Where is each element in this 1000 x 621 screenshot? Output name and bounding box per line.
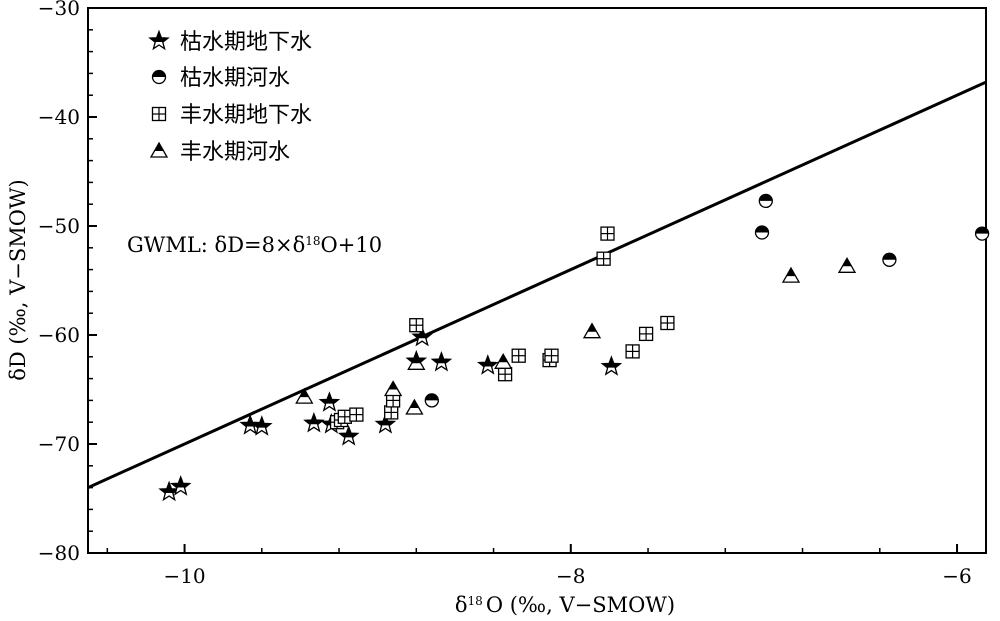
data-point-square-plus [544, 348, 559, 363]
legend-label-dry-river: 枯水期河水 [180, 66, 290, 91]
data-point-star [411, 325, 433, 347]
gwml-annotation: GWML: δD=8×δ18O+10 [127, 233, 382, 257]
data-point-half-triangle [295, 387, 314, 404]
data-point-square-plus [511, 348, 526, 363]
legend-item-wet-river: 丰水期河水 [149, 140, 290, 165]
data-point-star [250, 415, 273, 436]
data-point-star [430, 350, 453, 372]
legend-item-wet-groundwater: 丰水期地下水 [151, 103, 312, 128]
data-point-half-triangle [781, 266, 801, 283]
x-axis-title-main: δ [455, 593, 468, 617]
data-point-half-triangle [837, 256, 857, 273]
y-tick-label: −40 [38, 105, 80, 129]
data-point-square-plus [409, 318, 424, 333]
y-tick-label: −50 [38, 214, 80, 238]
gwml-annotation-post: O+10 [321, 233, 383, 257]
x-axis-title-sup: 18 [468, 594, 483, 608]
data-point-star [374, 413, 397, 434]
data-point-square-plus [600, 226, 615, 241]
data-point-star [318, 391, 341, 412]
data-point-square-plus [497, 367, 513, 382]
series-0 [158, 325, 623, 502]
data-point-square-plus [349, 407, 364, 422]
data-point-half-triangle [407, 353, 426, 370]
y-tick-label: −80 [38, 541, 80, 565]
gwml-line [88, 80, 986, 489]
data-point-square-plus [625, 344, 640, 359]
gwml-annotation-pre: GWML: δD=8×δ [127, 233, 305, 257]
legend-label-wet-groundwater: 丰水期地下水 [180, 103, 312, 128]
y-tick-label: −30 [38, 0, 80, 20]
legend-item-dry-river: 枯水期河水 [151, 66, 290, 91]
data-point-half-circle [882, 252, 897, 267]
x-tick-label: −10 [163, 564, 205, 588]
x-axis-title: δ18 O (‰, V−SMOW) [455, 593, 675, 617]
data-point-half-triangle [494, 352, 513, 369]
legend-label-wet-river: 丰水期河水 [180, 140, 290, 165]
x-axis-title-rest: O (‰, V−SMOW) [486, 593, 675, 617]
x-tick-label: −8 [556, 564, 585, 588]
data-point-half-circle [974, 226, 990, 241]
legend-marker-star [148, 29, 170, 51]
data-point-half-triangle [582, 322, 602, 339]
series-2 [329, 226, 675, 430]
data-point-star [303, 411, 325, 433]
y-tick-label: −60 [38, 323, 80, 347]
data-point-square-plus [638, 326, 654, 342]
legend-marker-square-plus [151, 106, 167, 122]
data-point-star [169, 475, 192, 496]
series-1 [424, 193, 990, 408]
y-axis-title: δD (‰, V−SMOW) [6, 179, 30, 381]
legend-marker-half-triangle [149, 141, 169, 158]
data-point-star [476, 354, 499, 375]
data-point-star [600, 355, 623, 376]
gwml-annotation-sup: 18 [305, 234, 320, 248]
x-tick-label: −6 [942, 564, 971, 588]
data-point-half-triangle [383, 380, 403, 397]
data-point-star [337, 425, 360, 446]
plot-frame [87, 7, 987, 554]
y-tick-label: −70 [38, 432, 80, 456]
data-point-half-circle [758, 193, 773, 209]
data-point-square-plus [384, 405, 399, 420]
series-3 [295, 256, 857, 415]
data-point-half-triangle [405, 398, 424, 415]
data-point-square-plus [596, 251, 611, 266]
data-point-half-circle [424, 393, 439, 408]
legend: 枯水期地下水 枯水期河水 丰水期地下水 丰水期河水 [148, 29, 312, 165]
data-point-square-plus [660, 315, 675, 331]
data-point-half-circle [754, 225, 770, 240]
legend-item-dry-groundwater: 枯水期地下水 [148, 29, 312, 55]
legend-marker-half-circle [151, 69, 167, 85]
legend-label-dry-groundwater: 枯水期地下水 [180, 30, 312, 55]
